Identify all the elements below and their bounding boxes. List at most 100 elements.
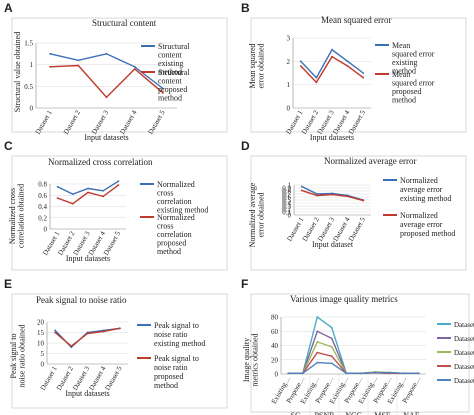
y-tick-label: 0.3 xyxy=(282,203,291,211)
x-axis-title: Input datasets xyxy=(65,389,109,398)
data-point xyxy=(330,346,333,348)
x-tick-label: Dataset 2 xyxy=(62,109,82,136)
data-point xyxy=(117,184,120,187)
data-point xyxy=(71,193,74,196)
chart-panel-d: D Normalized average error 0 0.1 0.2 0.3 0.4 0.… xyxy=(237,138,474,276)
series-line xyxy=(54,327,121,348)
x-tick-label: Dataset 4 xyxy=(118,109,138,136)
data-point xyxy=(49,52,51,55)
y-tick-label: 0.8 xyxy=(38,181,47,189)
legend-label: proposed xyxy=(392,87,421,96)
y-tick-label: 20 xyxy=(37,319,45,327)
y-axis-title-line: noise ratio obtained xyxy=(18,324,27,387)
x-tick-label: Dataset 1 xyxy=(34,109,54,136)
x-axis-title: Input datasets xyxy=(84,133,128,142)
data-point xyxy=(162,91,164,94)
legend-label: existing method xyxy=(157,206,208,215)
legend-label: Dataset 2 xyxy=(454,363,474,371)
y-tick-label: 0 xyxy=(288,212,292,220)
legend-label: method xyxy=(158,94,182,103)
y-axis-title-line: Normalized cross xyxy=(8,188,17,244)
y-tick-label: 0 xyxy=(287,105,291,113)
legend-label: content xyxy=(158,77,182,86)
panel-letter: C xyxy=(4,139,13,153)
x-tick-label: Dataset 3 xyxy=(90,109,110,136)
legend-label: Normalized xyxy=(157,180,195,189)
chart-frame xyxy=(11,17,228,133)
legend-label: Normalized xyxy=(400,211,438,220)
data-point xyxy=(299,60,302,63)
legend-label: Dataset 5 xyxy=(454,321,474,329)
data-point xyxy=(105,52,108,55)
y-tick-label: 0.5 xyxy=(282,197,291,205)
series-line xyxy=(300,48,364,79)
chart-svg: C Normalized cross correlation 0 0.2 0.4 0.6 0… xyxy=(4,139,228,271)
series-line xyxy=(301,189,364,202)
chart-frame xyxy=(11,293,228,409)
data-point xyxy=(301,372,304,375)
data-point xyxy=(300,185,303,188)
y-tick-label: 3 xyxy=(287,35,291,43)
y-tick-label: 1 xyxy=(288,182,292,190)
data-point xyxy=(347,195,349,198)
data-point xyxy=(331,55,333,58)
data-point xyxy=(330,355,333,358)
legend-label: proposed xyxy=(157,239,186,248)
group-label: PSNR xyxy=(314,411,335,415)
data-point xyxy=(346,65,349,67)
y-axis-title-line: Image quality xyxy=(242,338,251,382)
panel-letter: D xyxy=(241,139,250,153)
y-tick-label: 0 xyxy=(44,226,48,234)
data-point xyxy=(316,330,319,333)
legend-label: Dataset 3 xyxy=(454,349,474,357)
y-tick-label: 0.6 xyxy=(38,192,47,200)
x-axis-title: Input dataset xyxy=(312,240,354,249)
legend-label: existing method xyxy=(400,194,451,203)
y-axis-title: Image qualitymetrics obtained xyxy=(242,333,260,386)
y-tick-label: 2 xyxy=(287,58,291,66)
y-tick-label: 0.4 xyxy=(282,200,291,208)
series-line xyxy=(50,64,164,99)
data-point xyxy=(133,65,136,68)
y-axis-title-line: Structural value obtained xyxy=(13,32,22,112)
y-tick-label: 80 xyxy=(271,314,279,322)
legend-label: proposed xyxy=(154,372,183,381)
chart-title: Normalized average error xyxy=(324,156,416,166)
chart-panel-e: E Peak signal to noise ratio 0 5 10 15 20 Datas… xyxy=(0,276,237,415)
data-point xyxy=(316,351,319,354)
legend-label: average error xyxy=(400,220,443,229)
chart-title: Normalized cross correlation xyxy=(48,157,153,167)
chart-frame xyxy=(250,293,470,413)
panel-letter: F xyxy=(241,277,248,291)
y-tick-label: 0.5 xyxy=(24,83,33,91)
y-axis-title: Peak signal tonoise ratio obtained xyxy=(9,324,27,387)
legend-label: Peak signal to xyxy=(154,321,199,330)
legend-label: proposed xyxy=(158,85,187,94)
panel-letter: A xyxy=(4,1,13,15)
y-axis-title-line: error obtained xyxy=(257,192,266,237)
panel-letter: E xyxy=(4,277,12,291)
data-point xyxy=(87,187,89,190)
group-label: NAE xyxy=(403,411,420,415)
legend-label: correlation xyxy=(157,197,192,206)
y-tick-label: 10 xyxy=(37,340,45,348)
chart-frame xyxy=(250,17,467,133)
x-axis-title: Input datasets xyxy=(66,254,110,263)
data-point xyxy=(300,189,303,192)
legend-label: correlation xyxy=(157,230,192,239)
data-point xyxy=(316,341,319,343)
legend-label: squared error xyxy=(392,79,435,88)
data-point xyxy=(87,191,89,194)
y-tick-label: 1.5 xyxy=(24,40,33,48)
legend-label: cross xyxy=(157,189,173,198)
data-point xyxy=(86,332,89,335)
data-point xyxy=(330,337,333,340)
legend-label: method xyxy=(158,68,182,77)
data-point xyxy=(362,199,365,202)
data-point xyxy=(49,65,51,68)
y-axis-title: Structural value obtained xyxy=(13,32,22,112)
data-point xyxy=(362,76,365,79)
